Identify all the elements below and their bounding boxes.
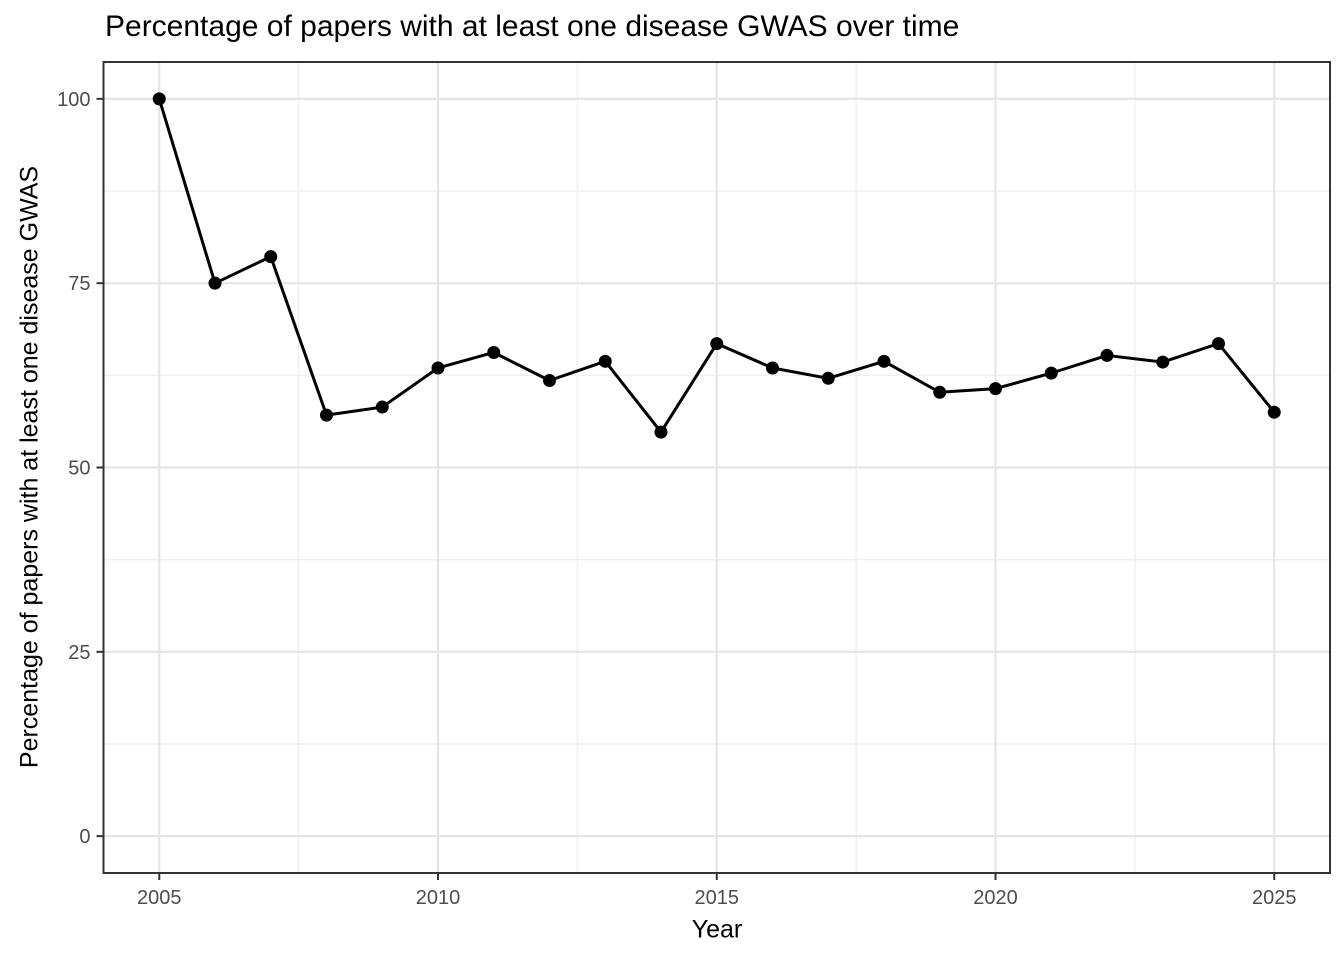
- data-point-2007: [264, 250, 278, 264]
- data-point-2005: [152, 92, 166, 106]
- data-point-2017: [821, 371, 835, 385]
- data-point-2016: [766, 361, 779, 375]
- data-point-2022: [1100, 348, 1114, 362]
- x-tick-label-2005: 2005: [137, 887, 182, 909]
- x-tick-label-2020: 2020: [973, 887, 1018, 909]
- data-point-2012: [543, 374, 556, 388]
- data-point-2010: [431, 361, 445, 375]
- data-point-2020: [989, 382, 1002, 396]
- x-axis-title: Year: [691, 915, 743, 944]
- y-tick-label-25: 25: [68, 642, 90, 664]
- data-point-2024: [1212, 337, 1225, 351]
- data-point-2025: [1267, 405, 1281, 419]
- y-tick-label-50: 50: [68, 458, 90, 480]
- data-point-2013: [598, 354, 612, 368]
- data-point-2008: [320, 408, 333, 422]
- data-point-2019: [933, 385, 947, 399]
- y-axis-title: Percentage of papers with at least one d…: [15, 165, 44, 769]
- y-tick-label-75: 75: [68, 273, 90, 295]
- data-point-2011: [487, 345, 501, 359]
- data-point-2021: [1044, 366, 1058, 380]
- data-point-2014: [654, 425, 668, 439]
- y-tick-label-0: 0: [79, 826, 90, 848]
- data-point-2023: [1156, 355, 1170, 369]
- x-tick-label-2015: 2015: [695, 887, 740, 909]
- y-tick-label-100: 100: [57, 89, 90, 111]
- data-point-2009: [375, 400, 389, 414]
- x-tick-label-2025: 2025: [1252, 887, 1297, 909]
- chart-title: Percentage of papers with at least one d…: [105, 10, 960, 43]
- data-point-2015: [710, 337, 724, 351]
- data-point-2018: [877, 354, 891, 368]
- data-point-2006: [208, 276, 222, 290]
- x-tick-label-2010: 2010: [416, 887, 461, 909]
